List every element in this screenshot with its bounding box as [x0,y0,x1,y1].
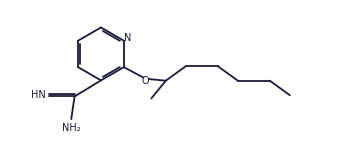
Text: HN: HN [31,90,46,101]
Text: O: O [141,76,149,86]
Text: NH₂: NH₂ [62,123,81,133]
Text: N: N [124,33,131,43]
